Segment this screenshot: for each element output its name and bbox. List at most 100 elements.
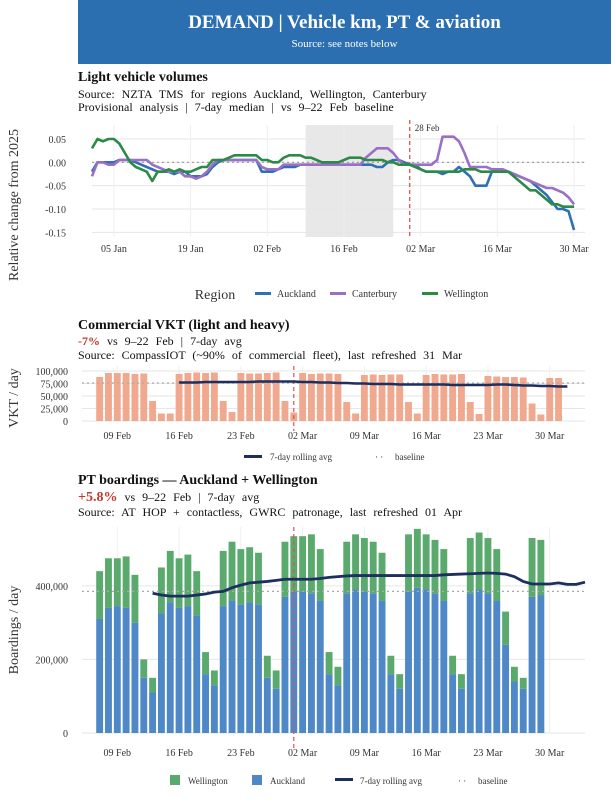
- wellington-bar: [422, 534, 430, 590]
- wellington-bar: [413, 528, 421, 588]
- y-tick-label: -0.10: [45, 205, 66, 216]
- x-tick-label: 19 Jan: [178, 244, 204, 255]
- s1-source: Source: NZTA TMS for regions Auckland, W…: [78, 87, 427, 101]
- commercial-bar: [431, 374, 439, 421]
- wellington-bar: [157, 567, 165, 614]
- s3-source: Source: AT HOP + contactless, GWRC patro…: [78, 505, 463, 519]
- wellington-bar: [519, 677, 527, 689]
- commercial-bar: [263, 373, 271, 421]
- event-label: 28 Feb: [415, 123, 440, 133]
- auckland-bar: [422, 589, 430, 733]
- commercial-bar: [493, 376, 501, 421]
- wellington-bar: [510, 666, 518, 682]
- auckland-bar: [440, 600, 448, 733]
- auckland-bar: [184, 606, 192, 733]
- commercial-bar: [237, 373, 245, 421]
- commercial-bar: [131, 374, 139, 421]
- commercial-bar: [193, 372, 201, 421]
- s2-legend-rolling: 7-day rolling avg: [270, 452, 332, 462]
- y-tick-label: 400,000: [36, 582, 69, 593]
- commercial-bar: [307, 374, 315, 421]
- x-tick-label: 05 Jan: [101, 244, 127, 255]
- wellington-bar: [272, 670, 280, 689]
- s2-legend: 7-day rolling avg · · baseline: [244, 452, 425, 462]
- y-tick-label: 75,000: [41, 380, 69, 391]
- auckland-bar: [325, 674, 333, 733]
- auckland-bar: [113, 606, 121, 733]
- x-tick-label: 23 Mar: [473, 431, 503, 442]
- legend-swatch-baseline: · ·: [458, 776, 466, 786]
- commercial-bar: [299, 373, 307, 421]
- y-tick-label: 50,000: [41, 392, 69, 403]
- x-tick-label: 30 Mar: [535, 748, 565, 759]
- commercial-bar: [449, 374, 457, 421]
- auckland-bar: [272, 688, 280, 733]
- commercial-bar: [255, 373, 262, 421]
- wellington-bar: [502, 611, 510, 645]
- wellington-bar: [237, 549, 245, 605]
- x-tick-label: 30 Mar: [559, 244, 589, 255]
- s1-legend: Auckland Canterbury Wellington: [255, 289, 488, 300]
- wellington-bar: [458, 674, 465, 689]
- wellington-bar: [228, 541, 236, 601]
- commercial-bar: [396, 374, 404, 421]
- s2-headline: -7%: [78, 334, 100, 348]
- commercial-bar: [281, 401, 289, 421]
- auckland-bar: [175, 607, 183, 733]
- series-line-wellington: [90, 137, 575, 208]
- wellington-bar: [325, 652, 333, 675]
- legend-swatch-wellington: [170, 775, 180, 785]
- x-tick-label: 23 Feb: [227, 431, 255, 442]
- wellington-bar: [263, 655, 271, 678]
- commercial-bar: [175, 374, 183, 421]
- legend-swatch-canterbury: [330, 292, 346, 295]
- commercial-bar: [184, 373, 192, 421]
- wellington-bar: [405, 534, 412, 592]
- y-tick-label: -0.15: [45, 228, 66, 239]
- auckland-bar: [413, 587, 421, 733]
- s3-headline-rest: vs 9–22 Feb | 7-day avg: [124, 490, 260, 504]
- x-tick-label: 09 Feb: [104, 748, 132, 759]
- commercial-bar: [502, 377, 510, 421]
- page-title: DEMAND | Vehicle km, PT & aviation: [188, 12, 501, 33]
- s3-legend-baseline: baseline: [478, 776, 508, 786]
- commercial-bar: [422, 375, 430, 421]
- wellington-bar: [281, 541, 289, 597]
- wellington-bar: [299, 536, 307, 592]
- wellington-bar: [140, 659, 148, 678]
- auckland-bar: [475, 589, 483, 733]
- legend-label-canterbury: Canterbury: [352, 289, 397, 300]
- commercial-bar: [316, 373, 324, 421]
- auckland-bar: [281, 596, 289, 733]
- x-tick-label: 16 Mar: [412, 748, 442, 759]
- auckland-bar: [537, 595, 545, 733]
- wellington-bar: [352, 534, 360, 590]
- wellington-bar: [307, 534, 315, 594]
- commercial-bar: [334, 374, 342, 421]
- legend-swatch-baseline: · ·: [375, 452, 383, 462]
- wellington-bar: [387, 655, 395, 675]
- light-vehicle-chart: Relative change from 2025 0.05 0.00 -0.05 -…: [7, 120, 589, 303]
- wellington-bar: [484, 538, 492, 594]
- s3-ylabel: Boardings / day: [7, 586, 22, 675]
- s2-legend-baseline: baseline: [395, 452, 425, 462]
- auckland-bar: [299, 591, 307, 733]
- auckland-bar: [343, 593, 351, 733]
- auckland-bar: [246, 602, 254, 733]
- auckland-bar: [122, 607, 130, 733]
- s1-ylabel: Relative change from 2025: [7, 129, 22, 281]
- commercial-bar: [405, 402, 412, 421]
- s3-legend-auckland: Auckland: [270, 776, 305, 786]
- auckland-bar: [519, 688, 527, 733]
- x-tick-label: 16 Feb: [165, 748, 193, 759]
- s2-headline-rest: vs 9–22 Feb | 7-day avg: [107, 334, 242, 348]
- s2-title: Commercial VKT (light and heavy): [78, 318, 290, 333]
- wellington-bar: [175, 558, 183, 608]
- commercial-bar: [352, 413, 360, 421]
- commercial-bar: [149, 401, 157, 421]
- wellington-bar: [113, 558, 121, 607]
- wellington-bar: [122, 556, 130, 608]
- wellington-bar: [219, 550, 227, 607]
- auckland-bar: [263, 677, 271, 733]
